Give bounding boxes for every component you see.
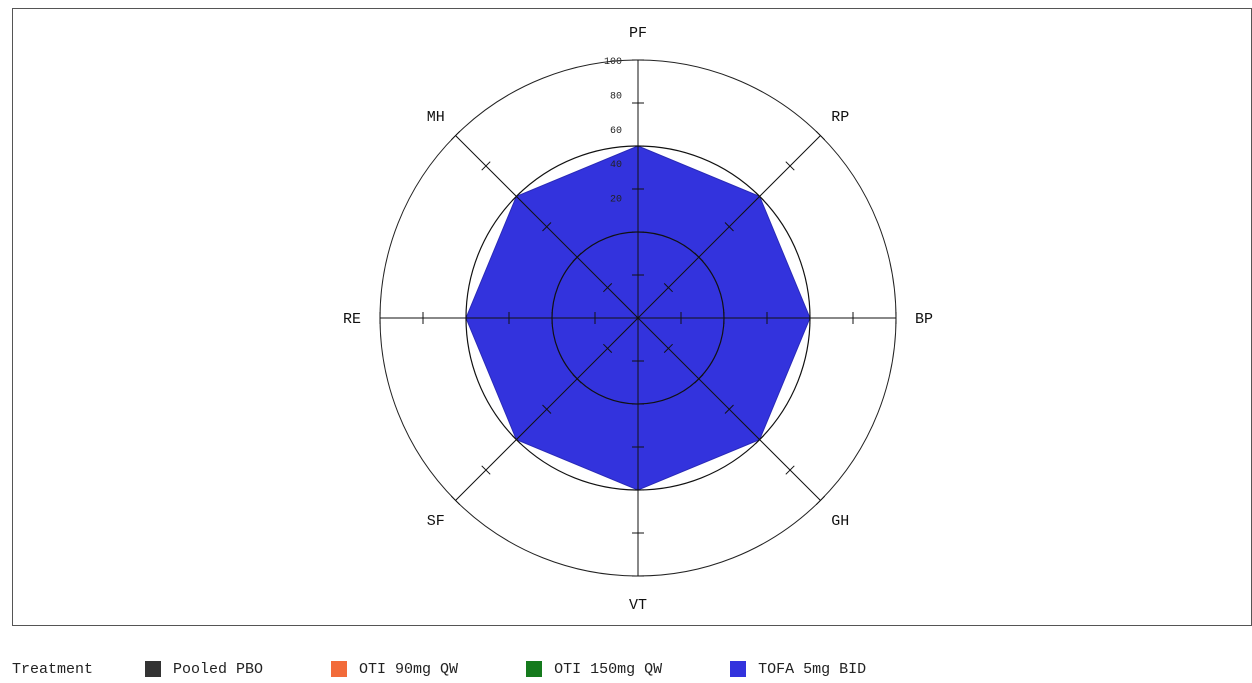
legend-label-oti-90mg: OTI 90mg QW [359, 660, 459, 678]
axis-label-gh: GH [831, 513, 849, 530]
legend-swatch-pooled-pbo [145, 661, 162, 677]
tick-rp [755, 191, 765, 201]
tick-sf [542, 404, 552, 414]
tick-rp [694, 252, 704, 262]
tick-label-40: 40 [610, 160, 622, 171]
tick-mh [542, 222, 552, 232]
tick-mh [481, 161, 491, 171]
legend-swatch-oti-150mg [526, 661, 543, 677]
legend-entry-tofa-5mg: TOFA 5mg BID [730, 661, 866, 678]
legend-label-pooled-pbo: Pooled PBO [173, 660, 264, 678]
tick-rp [663, 283, 673, 293]
legend-entry-oti-90mg: OTI 90mg QW [331, 661, 458, 678]
tick-mh [572, 252, 582, 262]
axis-label-bp: BP [915, 311, 933, 328]
axis-label-sf: SF [427, 513, 445, 530]
tick-label-80: 80 [610, 91, 622, 102]
tick-sf [572, 374, 582, 384]
tick-rp [724, 222, 734, 232]
axis-label-mh: MH [427, 109, 445, 126]
axis-label-vt: VT [629, 597, 647, 614]
tick-gh [785, 465, 795, 475]
axis-label-re: RE [343, 311, 361, 328]
legend-title: Treatment [12, 660, 94, 678]
tick-gh [724, 404, 734, 414]
legend-label-tofa-5mg: TOFA 5mg BID [758, 660, 867, 678]
axis-label-pf: PF [629, 25, 647, 42]
axis-label-rp: RP [831, 109, 849, 126]
tick-mh [511, 191, 521, 201]
tick-label-100: 100 [604, 57, 622, 68]
tick-mh [603, 283, 613, 293]
tick-gh [815, 495, 826, 506]
legend-entry-pooled-pbo: Pooled PBO [145, 661, 263, 678]
legend-swatch-tofa-5mg [730, 661, 747, 677]
legend-entry-oti-150mg: OTI 150mg QW [526, 661, 662, 678]
legend-label-oti-150mg: OTI 150mg QW [554, 660, 663, 678]
plot-area: PF RP BP GH VT SF RE MH 20 40 60 80 100 [12, 8, 1252, 626]
tick-sf [450, 495, 461, 506]
tick-gh [663, 343, 673, 353]
tick-label-60: 60 [610, 126, 622, 137]
tick-rp [785, 161, 795, 171]
legend: Treatment Pooled PBO OTI 90mg QW OTI 150… [12, 658, 934, 680]
tick-sf [603, 343, 613, 353]
radar-chart: PF RP BP GH VT SF RE MH 20 40 60 80 100 [343, 25, 933, 614]
tick-sf [511, 435, 521, 445]
tick-rp [815, 130, 826, 141]
tick-label-20: 20 [610, 195, 622, 206]
tick-sf [481, 465, 491, 475]
tick-gh [755, 435, 765, 445]
tick-gh [694, 374, 704, 384]
tick-mh [450, 130, 461, 141]
legend-swatch-oti-90mg [331, 661, 348, 677]
